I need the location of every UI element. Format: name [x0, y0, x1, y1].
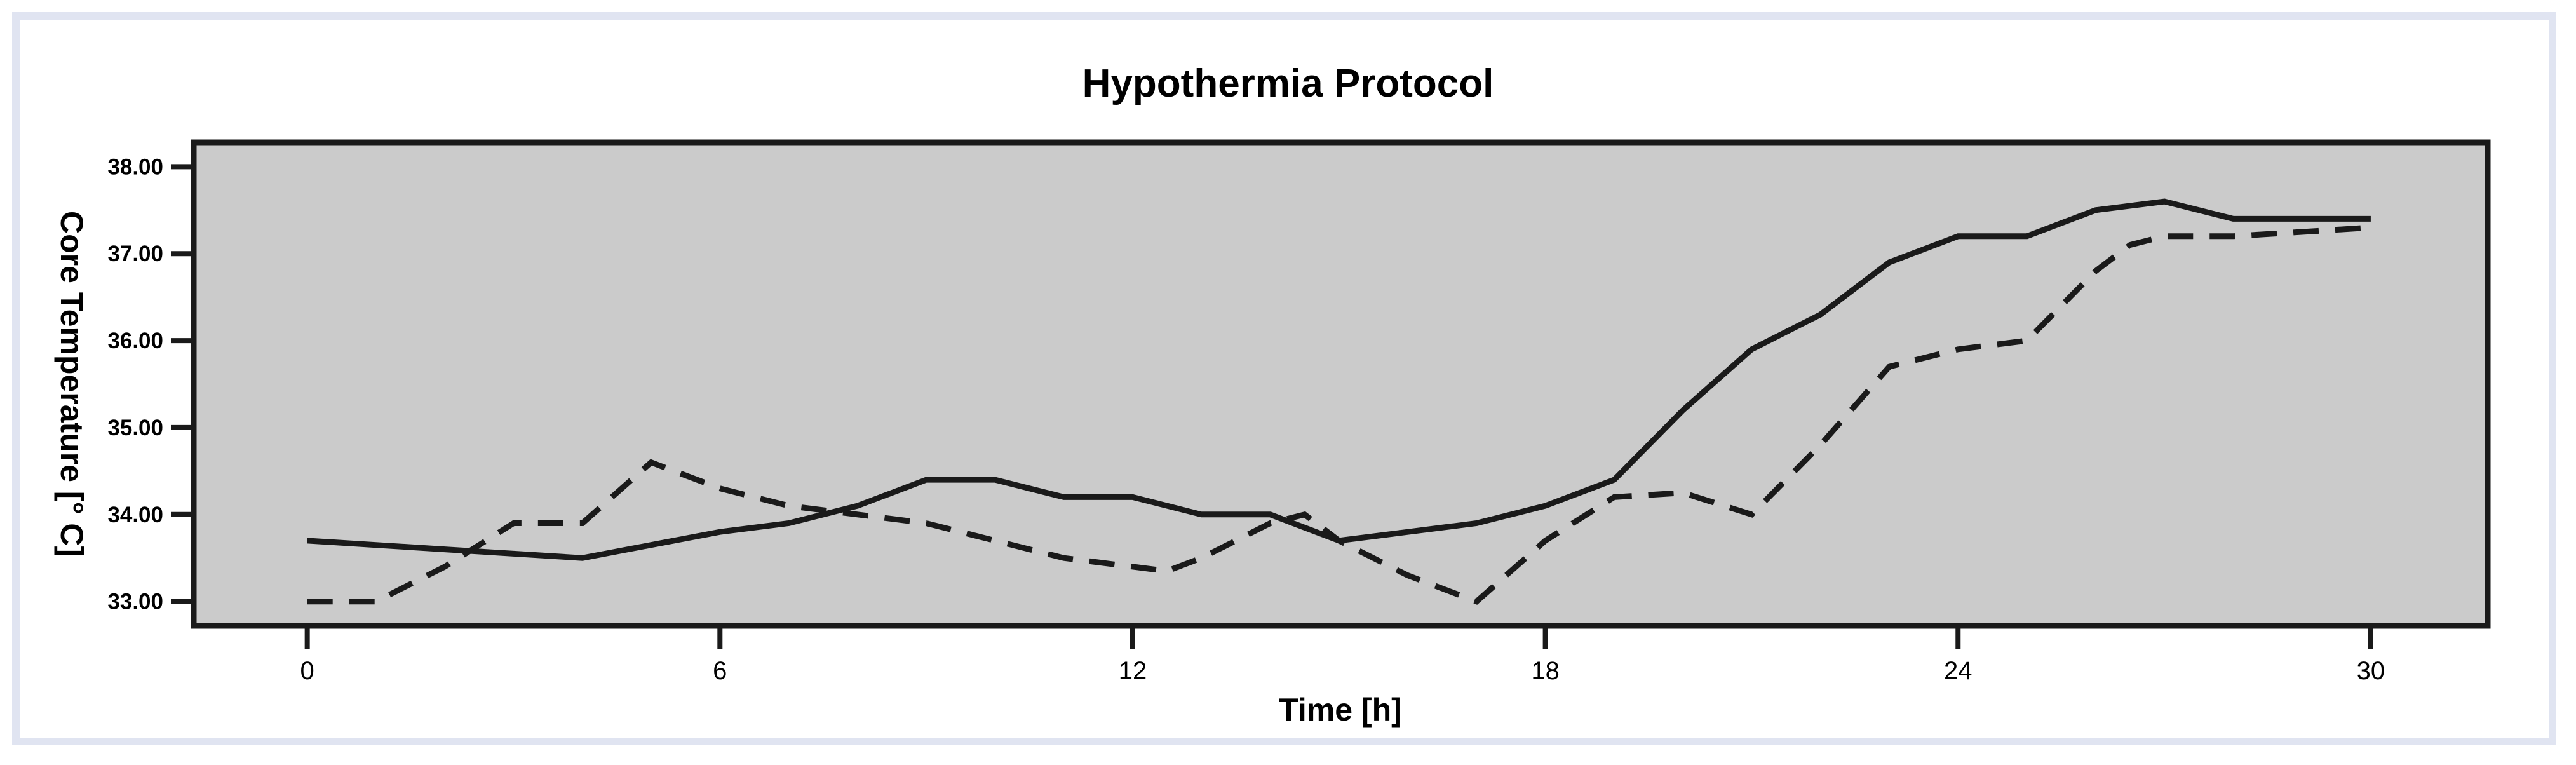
series-dashed-line — [307, 224, 2371, 605]
x-tick-label: 30 — [2357, 657, 2385, 685]
y-axis-title: Core Temperature [° C] — [54, 211, 90, 557]
x-tick-label: 6 — [713, 657, 727, 685]
y-tick-label: 38.00 — [107, 154, 163, 179]
x-tick-label: 24 — [1944, 657, 1972, 685]
y-tick-label: 36.00 — [107, 328, 163, 353]
x-tick-label: 18 — [1531, 657, 1560, 685]
y-tick-label: 37.00 — [107, 241, 163, 266]
chart-title: Hypothermia Protocol — [1082, 62, 1494, 105]
y-tick-label: 35.00 — [107, 416, 163, 440]
plot-background — [191, 139, 2491, 629]
y-tick-label: 34.00 — [107, 503, 163, 527]
y-tick-label: 33.00 — [107, 590, 163, 614]
x-tick-label: 0 — [300, 657, 314, 685]
x-axis-title: Time [h] — [1279, 692, 1402, 728]
x-tick-label: 12 — [1119, 657, 1147, 685]
